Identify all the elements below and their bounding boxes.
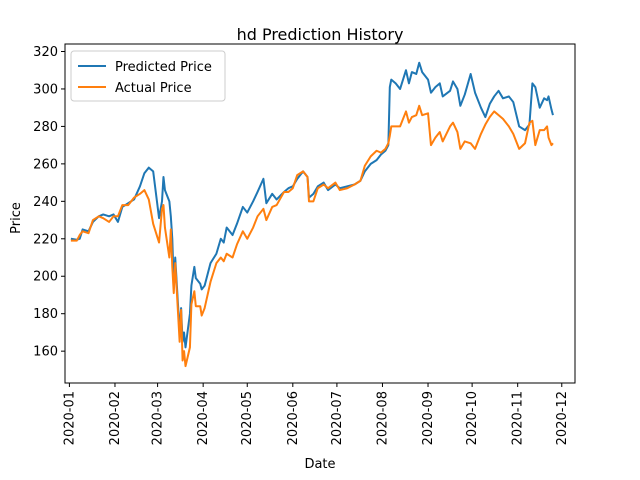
chart-title: hd Prediction History bbox=[237, 25, 404, 44]
x-tick-label: 2020-01 bbox=[62, 391, 77, 445]
y-tick-label: 300 bbox=[33, 82, 58, 97]
legend-box bbox=[70, 50, 226, 102]
y-axis-label: Price bbox=[9, 202, 24, 234]
y-tick-label: 220 bbox=[33, 232, 58, 247]
plot-area bbox=[70, 61, 554, 368]
x-tick-label: 2020-09 bbox=[421, 391, 436, 445]
axis-ticks: 160 180 200 220 240 260 280 300 320 2020-01 2020-0… bbox=[33, 45, 570, 445]
x-tick-label: 2020-02 bbox=[108, 391, 123, 445]
series-line-actual-price bbox=[70, 104, 554, 368]
plot-frame bbox=[64, 43, 576, 384]
legend-label-actual: Actual Price bbox=[115, 81, 192, 96]
x-tick-label: 2020-10 bbox=[465, 391, 480, 445]
x-tick-label: 2020-12 bbox=[555, 391, 570, 445]
x-tick-label: 2020-07 bbox=[330, 391, 345, 445]
y-tick-label: 200 bbox=[33, 270, 58, 285]
x-tick-label: 2020-06 bbox=[286, 391, 301, 445]
y-tick-label: 260 bbox=[33, 157, 58, 172]
y-tick-label: 240 bbox=[33, 195, 58, 210]
y-tick-label: 280 bbox=[33, 120, 58, 135]
y-tick-label: 160 bbox=[33, 345, 58, 360]
x-tick-label: 2020-08 bbox=[375, 391, 390, 445]
legend: Predicted Price Actual Price bbox=[70, 50, 226, 102]
x-axis-label: Date bbox=[304, 457, 335, 472]
y-tick-label: 320 bbox=[33, 45, 58, 60]
x-tick-label: 2020-04 bbox=[196, 391, 211, 445]
y-tick-label: 180 bbox=[33, 307, 58, 322]
x-tick-label: 2020-05 bbox=[240, 391, 255, 445]
x-tick-label: 2020-03 bbox=[151, 391, 166, 445]
x-tick-label: 2020-11 bbox=[511, 391, 526, 445]
legend-label-predicted: Predicted Price bbox=[115, 60, 212, 75]
